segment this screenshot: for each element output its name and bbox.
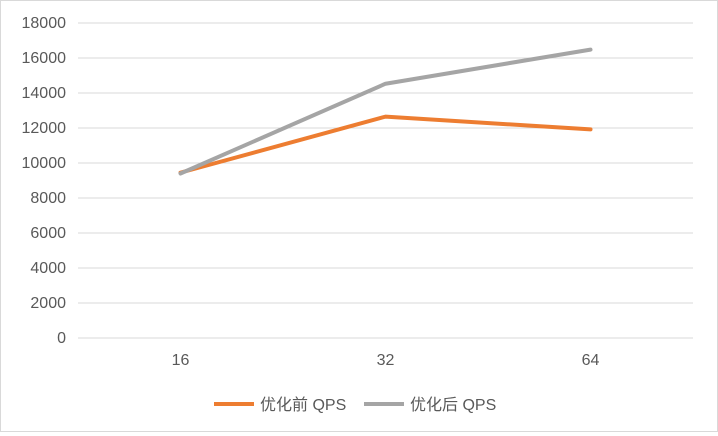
series-line-2 [178,47,593,176]
x-axis-ticks: 16 32 64 [172,352,600,369]
y-tick-label: 2000 [30,295,66,312]
y-tick-label: 10000 [22,155,67,172]
y-tick-label: 18000 [22,15,67,32]
y-tick-label: 14000 [22,85,67,102]
legend-label-2: 优化后 QPS [410,396,496,414]
x-tick-label: 16 [172,352,190,369]
x-tick-label: 32 [377,352,395,369]
legend-label-1: 优化前 QPS [260,396,346,414]
y-tick-label: 8000 [30,190,66,207]
y-tick-label: 16000 [22,50,67,67]
y-tick-label: 4000 [30,260,66,277]
legend: 优化前 QPS 优化后 QPS [214,396,496,414]
x-tick-label: 64 [582,352,600,369]
series-lines [178,47,593,176]
y-axis-ticks: 0 2000 4000 6000 8000 10000 12000 14000 16000 180… [22,15,67,347]
gridlines [78,22,693,339]
y-tick-label: 6000 [30,225,66,242]
series-line-1 [178,114,593,175]
y-tick-label: 0 [57,330,66,347]
y-tick-label: 12000 [22,120,67,137]
